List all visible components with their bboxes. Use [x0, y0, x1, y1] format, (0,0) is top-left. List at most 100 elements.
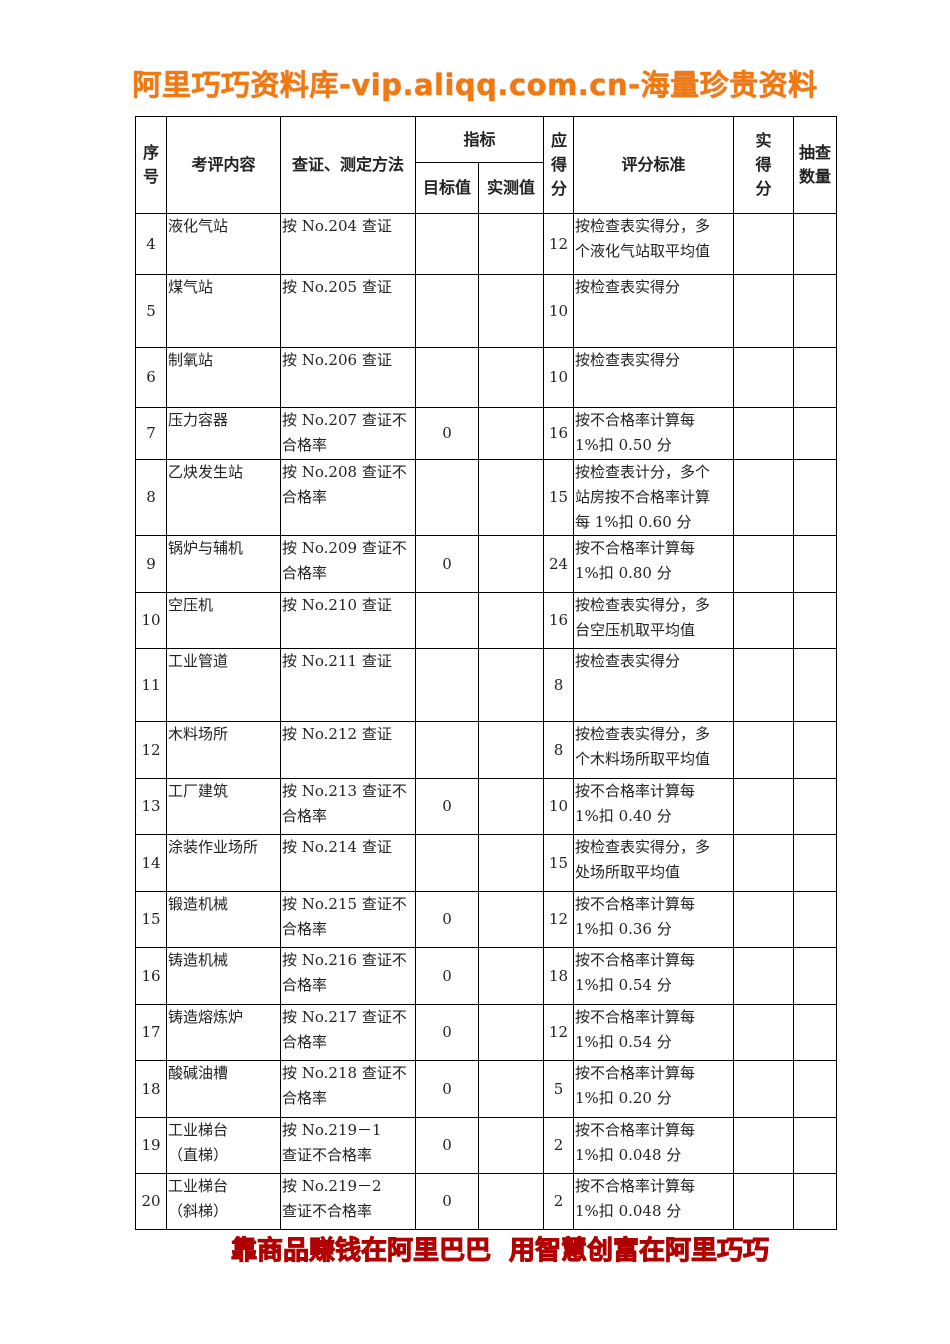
- item-cell: 工业管道: [166, 648, 281, 722]
- item-cell: 工业梯台 （直梯）: [166, 1117, 281, 1174]
- sample-cell: [793, 535, 838, 593]
- cell-line: 按检查表实得分: [575, 278, 681, 296]
- cell-line: 锻造机械: [168, 895, 229, 913]
- method-cell: 按 No.209 查证不 合格率: [280, 535, 416, 593]
- row-number: 15: [135, 891, 167, 948]
- cell-line: 按 No.216 查证不: [282, 951, 407, 969]
- cell-line: 按 No.219－2: [282, 1177, 382, 1195]
- row-number: 16: [135, 947, 167, 1005]
- cell-line: 按 No.206 查证: [282, 351, 392, 369]
- measured-cell: [477, 347, 545, 408]
- score-cell: 2: [543, 1117, 575, 1174]
- cell-line: 按 No.218 查证不: [282, 1064, 407, 1082]
- score-cell: 16: [543, 592, 575, 649]
- cell-line: 按 No.211 查证: [282, 652, 392, 670]
- table-row: 4 液化气站 按 No.204 查证 12 按检查表实得分，多 个液化气站取平均值: [135, 213, 838, 275]
- sample-cell: [793, 891, 838, 948]
- target-cell: 0: [415, 891, 479, 948]
- table-row: 9 锅炉与辅机按 No.209 查证不 合格率 0 24 按不合格率计算每 1%扣 0.80…: [135, 535, 838, 593]
- sample-cell: [793, 947, 838, 1005]
- row-number: 9: [135, 535, 167, 593]
- cell-line: （斜梯）: [168, 1202, 229, 1220]
- table-row: 11 工业管道 按 No.211 查证 8 按检查表实得分: [135, 648, 838, 722]
- target-cell: 0: [415, 947, 479, 1005]
- cell-line: 液化气站: [168, 217, 229, 235]
- table-row: 18 酸碱油槽按 No.218 查证不 合格率 0 5 按不合格率计算每 1%扣 0.20 …: [135, 1060, 838, 1118]
- cell-line: 乙炔发生站: [168, 463, 244, 481]
- row-number: 19: [135, 1117, 167, 1174]
- cell-line: 个液化气站取平均值: [575, 242, 711, 260]
- cell-line: 查证不合格率: [282, 1202, 373, 1220]
- header-cell: 实得分: [733, 116, 795, 214]
- method-cell: 按 No.218 查证不 合格率: [280, 1060, 416, 1118]
- row-number: 18: [135, 1060, 167, 1118]
- actual-cell: [733, 721, 795, 779]
- method-cell: 按 No.210 查证: [280, 592, 416, 649]
- row-number: 14: [135, 834, 167, 892]
- standard-cell: 按不合格率计算每 1%扣 0.80 分: [573, 535, 735, 593]
- item-cell: 酸碱油槽: [166, 1060, 281, 1118]
- actual-cell: [733, 1060, 795, 1118]
- cell-line: 查证不合格率: [282, 1146, 373, 1164]
- measured-cell: [477, 1004, 545, 1061]
- cell-line: 木料场所: [168, 725, 229, 743]
- sample-cell: [793, 1060, 838, 1118]
- score-cell: 10: [543, 274, 575, 348]
- header-cell: 抽查数量: [793, 116, 838, 214]
- actual-cell: [733, 834, 795, 892]
- item-cell: 压力容器: [166, 407, 281, 460]
- cell-line: 1%扣 0.54 分: [575, 976, 672, 994]
- actual-cell: [733, 535, 795, 593]
- row-number: 17: [135, 1004, 167, 1061]
- item-cell: 锅炉与辅机: [166, 535, 281, 593]
- standard-cell: 按不合格率计算每 1%扣 0.048 分: [573, 1173, 735, 1230]
- actual-cell: [733, 407, 795, 460]
- cell-line: 按不合格率计算每: [575, 539, 696, 557]
- table-row: 7 压力容器按 No.207 查证不 合格率 0 16 按不合格率计算每 1%扣 0.50 …: [135, 407, 838, 460]
- item-cell: 制氧站: [166, 347, 281, 408]
- actual-cell: [733, 947, 795, 1005]
- cell-line: 按不合格率计算每: [575, 1177, 696, 1195]
- cell-line: （直梯）: [168, 1146, 229, 1164]
- cell-line: 合格率: [282, 436, 328, 454]
- table-row: 8 乙炔发生站 按 No.208 查证不 合格率 15 按检查表计分，多个 站房按不合格率计…: [135, 459, 838, 536]
- score-cell: 15: [543, 834, 575, 892]
- standard-cell: 按不合格率计算每 1%扣 0.54 分: [573, 1004, 735, 1061]
- cell-line: 工厂建筑: [168, 782, 229, 800]
- item-cell: 煤气站: [166, 274, 281, 348]
- actual-cell: [733, 213, 795, 275]
- target-cell: 0: [415, 535, 479, 593]
- cell-line: 按不合格率计算每: [575, 411, 696, 429]
- method-cell: 按 No.206 查证: [280, 347, 416, 408]
- cell-line: 锅炉与辅机: [168, 539, 244, 557]
- score-cell: 15: [543, 459, 575, 536]
- cell-line: 按 No.204 查证: [282, 217, 392, 235]
- standard-cell: 按检查表实得分，多 台空压机取平均值: [573, 592, 735, 649]
- measured-cell: [477, 459, 545, 536]
- cell-line: 工业管道: [168, 652, 229, 670]
- table-row: 5 煤气站 按 No.205 查证 10 按检查表实得分: [135, 274, 838, 348]
- measured-cell: [477, 274, 545, 348]
- cell-line: 按不合格率计算每: [575, 1008, 696, 1026]
- target-cell: [415, 721, 479, 779]
- sample-cell: [793, 721, 838, 779]
- cell-line: 按不合格率计算每: [575, 1121, 696, 1139]
- score-table: 序号 考评内容 查证、测定方法 指标 应得分 评分标准 实得分 抽查数量 目标值…: [135, 116, 838, 1230]
- method-cell: 按 No.207 查证不 合格率: [280, 407, 416, 460]
- header-cell: 考评内容: [166, 116, 281, 214]
- method-cell: 按 No.204 查证: [280, 213, 416, 275]
- table-row: 12 木料场所 按 No.212 查证 8 按检查表实得分，多 个木料场所取平均值: [135, 721, 838, 779]
- table-row: 10 空压机 按 No.210 查证 16 按检查表实得分，多 台空压机取平均值: [135, 592, 838, 649]
- measured-cell: [477, 721, 545, 779]
- method-cell: 按 No.211 查证: [280, 648, 416, 722]
- score-cell: 5: [543, 1060, 575, 1118]
- sample-cell: [793, 648, 838, 722]
- measured-cell: [477, 947, 545, 1005]
- sample-cell: [793, 1117, 838, 1174]
- standard-cell: 按检查表实得分: [573, 347, 735, 408]
- cell-line: 酸碱油槽: [168, 1064, 229, 1082]
- cell-line: 压力容器: [168, 411, 229, 429]
- standard-cell: 按不合格率计算每 1%扣 0.50 分: [573, 407, 735, 460]
- header-cell: 应得分: [543, 116, 575, 214]
